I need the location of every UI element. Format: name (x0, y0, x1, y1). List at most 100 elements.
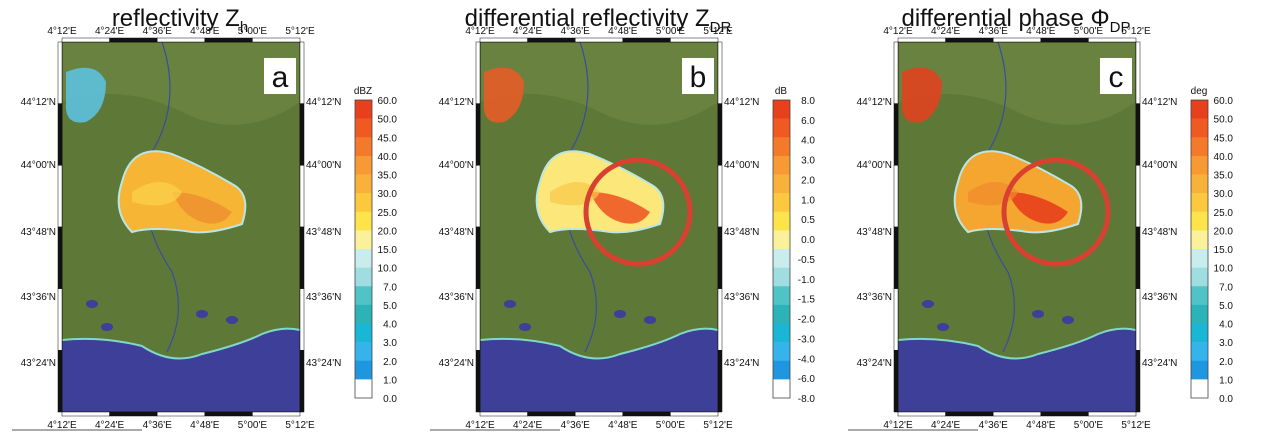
panel-title: reflectivity Zh (112, 5, 248, 36)
colorbar-label: 30.0 (1214, 189, 1234, 200)
frame-bar (1135, 350, 1141, 413)
colorbar-segment (355, 267, 372, 287)
colorbar-segment (355, 249, 372, 268)
echo-core (1008, 192, 1068, 224)
frame-bar (57, 103, 63, 166)
colorbar-label: 20.0 (378, 226, 398, 237)
echo-core (590, 192, 650, 224)
lat-label: 43°24'N (1142, 358, 1177, 369)
panel-letter: c (1109, 61, 1124, 94)
colorbar-segment (355, 155, 372, 175)
colorbar-label: 15.0 (378, 245, 398, 256)
lat-label: 43°48'N (857, 227, 892, 238)
colorbar-segment (355, 304, 372, 324)
colorbar-segment (773, 304, 790, 324)
sea (480, 328, 718, 412)
colorbar-segment (1191, 155, 1208, 175)
lon-label: 4°36'E (561, 420, 591, 431)
colorbar-frame (772, 99, 791, 399)
frame-bar (57, 226, 63, 289)
lon-label: 4°24'E (931, 26, 961, 37)
lon-label: 5°12'E (1121, 420, 1151, 431)
lon-label: 4°48'E (1026, 26, 1056, 37)
echo-small (483, 67, 524, 123)
colorbar-label: 1.0 (801, 195, 815, 206)
lon-label: 5°00'E (1074, 420, 1104, 431)
frame-bar (893, 226, 899, 289)
lon-label: 5°00'E (238, 420, 268, 431)
lat-label: 44°00'N (306, 160, 341, 171)
frame-bar (1135, 41, 1141, 104)
frame-bar (61, 411, 110, 417)
letter-box (264, 58, 296, 94)
frame-bar (1135, 226, 1141, 289)
colorbar-segment (1191, 230, 1208, 250)
colorbar-segment (773, 211, 790, 231)
lat-label: 44°12'N (21, 97, 56, 108)
frame-bar (1040, 411, 1089, 417)
frame-bar (57, 350, 63, 413)
lat-label: 43°48'N (1142, 227, 1177, 238)
frame-bar (204, 37, 253, 43)
lagoon (226, 316, 238, 324)
frame-bar (57, 41, 63, 104)
colorbar-label: -0.5 (798, 255, 816, 266)
frame-bar (57, 288, 63, 351)
colorbar-label: 10.0 (378, 264, 398, 275)
echo-small (901, 67, 942, 123)
lon-label: 5°12'E (1121, 26, 1151, 37)
lon-label: 5°00'E (238, 26, 268, 37)
lon-label: 5°12'E (703, 26, 733, 37)
frame-bar (57, 165, 63, 228)
colorbar-segment (355, 211, 372, 231)
panel: reflectivity Zh a 4°12'E 4°12'E 4°24'E 4°24'E… (12, 5, 397, 431)
colorbar-label: 45.0 (1214, 133, 1234, 144)
colorbar-frame (354, 99, 373, 399)
lon-label: 4°36'E (979, 420, 1009, 431)
colorbar-segment (1191, 342, 1208, 362)
lon-label: 5°12'E (285, 26, 315, 37)
colorbar-label: 1.0 (383, 375, 397, 386)
lon-label: 4°12'E (465, 420, 495, 431)
colorbar-segment (1191, 118, 1208, 138)
echo-small (65, 67, 106, 123)
title-text: differential reflectivity Z (465, 5, 710, 32)
colorbar-segment (355, 137, 372, 157)
panel-title: differential reflectivity ZDR (465, 5, 732, 36)
colorbar-label: -1.0 (798, 275, 816, 286)
colorbar-segment (355, 118, 372, 138)
lon-label: 5°00'E (1074, 26, 1104, 37)
colorbar-label: 40.0 (1214, 152, 1234, 163)
lat-label: 43°36'N (306, 292, 341, 303)
title-sub: DR (710, 19, 732, 36)
colorbar-segment (773, 323, 790, 343)
lat-label: 43°48'N (21, 227, 56, 238)
colorbar-segment (773, 286, 790, 306)
colorbar-label: 50.0 (1214, 115, 1234, 126)
lon-label: 5°00'E (656, 420, 686, 431)
lagoon (644, 316, 656, 324)
frame-bar (204, 411, 253, 417)
frame-bar (479, 37, 528, 43)
colorbar-segment (1191, 267, 1208, 287)
colorbar-label: 0.0 (1219, 394, 1233, 405)
colorbar-label: 7.0 (1219, 282, 1233, 293)
frame-bar (717, 41, 723, 104)
colorbar-label: 4.0 (801, 136, 815, 147)
colorbar-label: 6.0 (801, 116, 815, 127)
highlight-circle (583, 157, 693, 267)
colorbar-segment (773, 137, 790, 157)
colorbar-segment (355, 323, 372, 343)
colorbar-segment (355, 193, 372, 213)
colorbar-label: 35.0 (378, 171, 398, 182)
frame-bar (475, 165, 481, 228)
colorbar-label: 35.0 (1214, 171, 1234, 182)
colorbar-segment (773, 379, 790, 399)
echo-core (172, 192, 232, 224)
lon-label: 4°48'E (190, 420, 220, 431)
lat-label: 43°24'N (724, 358, 759, 369)
lat-label: 43°36'N (857, 292, 892, 303)
title-sub: DP (1110, 19, 1131, 36)
lagoon (519, 323, 531, 331)
